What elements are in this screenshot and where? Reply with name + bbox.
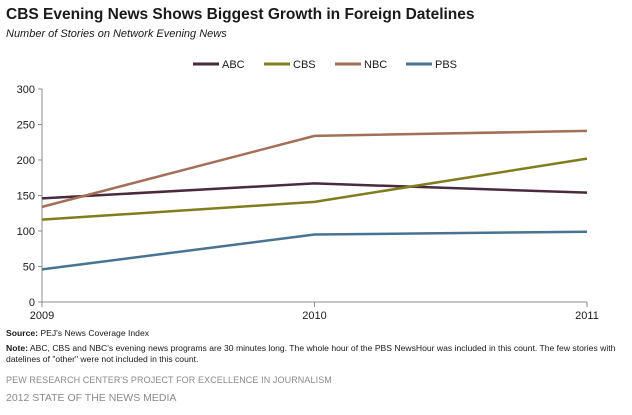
series-line-pbs xyxy=(41,230,588,271)
line-chart: 0 50 100 150 200 250 300 2009 2010 2011 ABC CBS NBC P… xyxy=(17,59,599,322)
source-text: PEJ's News Coverage Index xyxy=(38,328,150,338)
x-tick-label: 2009 xyxy=(30,310,54,322)
y-tick-label: 0 xyxy=(29,297,35,309)
legend-label-abc: ABC xyxy=(222,59,245,71)
report-credit: 2012 STATE OF THE NEWS MEDIA xyxy=(6,392,177,404)
series-line-cbs xyxy=(41,157,588,221)
series-line-nbc xyxy=(41,129,588,209)
x-tick-label: 2010 xyxy=(302,310,326,322)
y-tick-label: 100 xyxy=(17,226,35,238)
org-credit: PEW RESEARCH CENTER'S PROJECT FOR EXCELL… xyxy=(6,375,332,385)
note-line: Note: ABC, CBS and NBC's evening news pr… xyxy=(6,343,624,365)
y-tick-label: 50 xyxy=(23,262,35,274)
y-tick-label: 150 xyxy=(17,191,35,203)
note-text: ABC, CBS and NBC's evening news programs… xyxy=(6,343,616,364)
legend-label-cbs: CBS xyxy=(293,59,316,71)
chart-subtitle: Number of Stories on Network Evening New… xyxy=(6,28,227,40)
y-tick-label: 200 xyxy=(17,155,35,167)
note-label: Note: xyxy=(6,343,28,353)
source-line: Source: PEJ's News Coverage Index xyxy=(6,328,149,338)
chart-title: CBS Evening News Shows Biggest Growth in… xyxy=(6,6,475,23)
y-tick-label: 250 xyxy=(17,120,35,132)
legend-label-nbc: NBC xyxy=(364,59,387,71)
source-label: Source: xyxy=(6,328,38,338)
y-tick-label: 300 xyxy=(17,84,35,96)
series-line-abc xyxy=(41,182,588,200)
x-tick-label: 2011 xyxy=(575,310,599,322)
legend-label-pbs: PBS xyxy=(435,59,457,71)
